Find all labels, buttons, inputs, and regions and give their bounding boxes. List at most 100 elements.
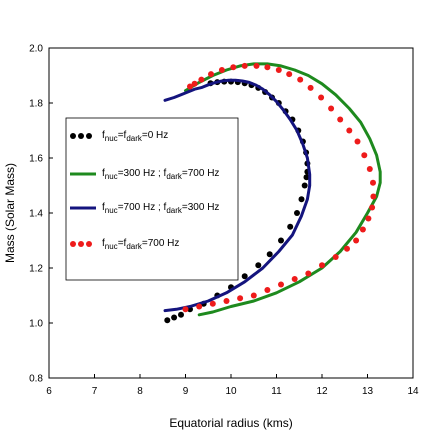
x-axis: 6 7 8 9 10 11 12 13 14 [46, 374, 419, 397]
data-point [346, 127, 353, 134]
data-point [366, 166, 373, 172]
data-point [303, 174, 310, 181]
data-point [218, 67, 225, 73]
legend-swatch-dot [86, 133, 92, 139]
data-point [178, 311, 184, 318]
legend-label-part: =700 Hz [182, 168, 220, 179]
data-point [337, 116, 344, 123]
series-3 [182, 62, 377, 313]
data-point [332, 254, 339, 260]
legend-label-part: =0 Hz [142, 130, 168, 141]
legend-label-part: =300 Hz ; f [118, 168, 167, 179]
legend-label: fnuc=fdark=700 Hz [102, 238, 179, 251]
legend-swatch-dot [78, 241, 84, 247]
data-point [182, 306, 189, 313]
x-tick-label: 7 [92, 386, 98, 397]
series-layer [163, 62, 382, 324]
series-line [184, 62, 382, 317]
data-point [237, 295, 244, 302]
data-point [275, 67, 282, 73]
legend-label-part: nuc [105, 172, 118, 181]
legend-label-part: nuc [105, 134, 118, 143]
legend-swatch-dot [70, 241, 76, 247]
x-tick-label: 13 [362, 386, 374, 397]
x-tick-label: 6 [46, 386, 52, 397]
data-point [359, 226, 366, 233]
data-point [209, 300, 216, 307]
data-point [294, 210, 300, 216]
data-point [318, 94, 325, 101]
legend-label-part: dark [126, 242, 143, 251]
y-tick-label: 1.0 [29, 319, 43, 330]
legend-label-part: f [102, 168, 105, 179]
data-point [164, 317, 171, 324]
legend-label-part: nuc [105, 206, 118, 215]
data-point [365, 215, 372, 222]
series-2 [163, 78, 312, 313]
data-point [171, 314, 178, 321]
legend-label: fnuc=300 Hz ; fdark=700 Hz [102, 168, 219, 181]
y-axis: 0.8 1.0 1.2 1.4 1.6 1.8 2.0 [29, 44, 53, 385]
data-point [298, 196, 305, 203]
data-point [361, 152, 368, 159]
legend-label-part: dark [166, 172, 183, 181]
data-point [305, 270, 312, 277]
y-tick-label: 1.2 [29, 264, 43, 275]
y-tick-label: 0.8 [29, 374, 43, 385]
data-point [208, 71, 214, 78]
data-point [241, 273, 248, 280]
data-point [307, 84, 314, 91]
data-point [255, 262, 262, 269]
y-tick-label: 1.8 [29, 99, 43, 110]
series-line [163, 78, 312, 313]
data-point [353, 237, 360, 244]
legend-label-part: dark [166, 206, 183, 215]
legend-label-part: dark [126, 134, 143, 143]
y-axis-title: Mass (Solar Mass) [3, 163, 17, 263]
data-point [278, 281, 284, 288]
y-tick-label: 1.6 [29, 154, 43, 165]
x-axis-title: Equatorial radius (kms) [169, 416, 292, 430]
data-point [286, 71, 293, 78]
legend-box [65, 117, 239, 281]
data-point [191, 80, 198, 87]
data-point [287, 223, 294, 230]
data-point [241, 62, 248, 69]
y-tick-label: 1.4 [29, 209, 43, 220]
legend-label-part: =f [118, 130, 127, 141]
data-point [319, 262, 325, 269]
data-point [198, 76, 205, 83]
x-tick-label: 8 [137, 386, 143, 397]
data-point [370, 179, 376, 186]
legend-label: fnuc=fdark=0 Hz [102, 130, 168, 143]
x-tick-label: 11 [271, 386, 282, 397]
data-point [266, 251, 273, 258]
legend-label: fnuc=700 Hz ; fdark=300 Hz [102, 202, 219, 215]
legend-label-part: =f [118, 238, 127, 249]
legend-label-part: nuc [105, 242, 118, 251]
x-tick-label: 14 [407, 386, 419, 397]
data-point [354, 138, 361, 145]
data-point [369, 204, 376, 211]
series-1 [184, 62, 382, 317]
data-point [196, 303, 203, 310]
data-point [328, 105, 335, 112]
x-tick-label: 12 [316, 386, 328, 397]
data-point [187, 83, 193, 90]
legend-swatch-dot [86, 241, 92, 247]
legend-label-part: f [102, 238, 105, 249]
data-point [297, 76, 304, 83]
data-point [250, 292, 257, 299]
legend-label-part: =700 Hz ; f [118, 202, 167, 213]
x-tick-label: 10 [225, 386, 237, 397]
data-point [253, 62, 260, 69]
x-tick-label: 9 [183, 386, 189, 397]
legend-label-part: =300 Hz [182, 202, 220, 213]
legend-label-part: f [102, 130, 105, 141]
legend-label-part: f [102, 202, 105, 213]
data-point [370, 193, 377, 200]
legend-label-part: =700 Hz [142, 238, 180, 249]
legend-swatch-dot [70, 133, 76, 139]
